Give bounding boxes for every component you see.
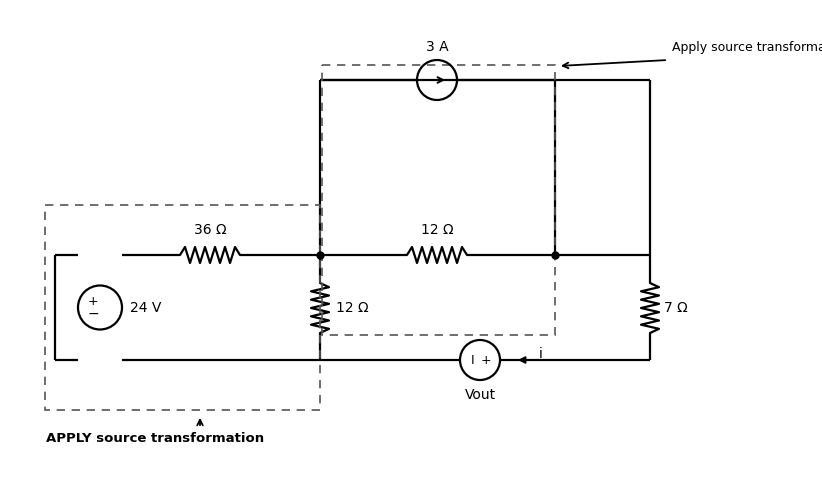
Text: I: I (471, 353, 475, 366)
Bar (322, 65, 555, 335)
Text: 12 Ω: 12 Ω (336, 301, 368, 315)
Text: +: + (481, 353, 492, 366)
Bar (45, 205, 320, 410)
Text: Apply source transformation: Apply source transformation (672, 41, 822, 55)
Text: 24 V: 24 V (130, 301, 161, 315)
Text: APPLY source transformation: APPLY source transformation (46, 431, 264, 445)
Text: 3 A: 3 A (426, 40, 448, 54)
Text: −: − (87, 307, 99, 320)
Text: 7 Ω: 7 Ω (664, 301, 688, 315)
Text: Vout: Vout (464, 388, 496, 402)
Text: 36 Ω: 36 Ω (194, 223, 226, 237)
Text: i: i (539, 347, 543, 361)
Text: +: + (88, 295, 99, 308)
Text: 12 Ω: 12 Ω (421, 223, 453, 237)
